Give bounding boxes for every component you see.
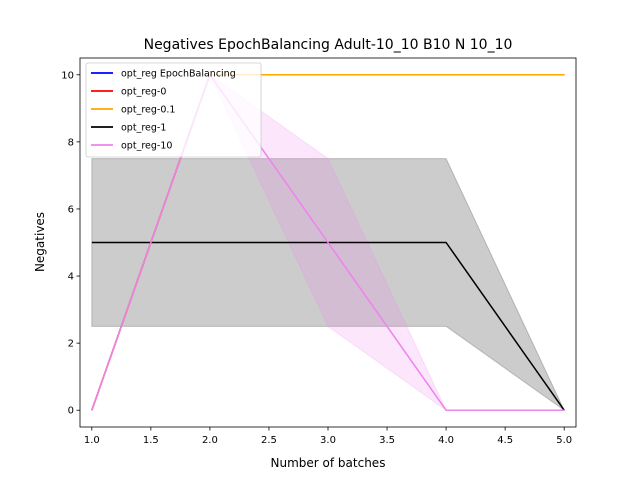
legend-label: opt_reg-1 xyxy=(121,123,166,134)
y-tick-label: 2 xyxy=(68,339,74,350)
series-lines xyxy=(91,74,565,411)
y-tick-label: 10 xyxy=(61,70,74,81)
legend-box xyxy=(85,62,262,158)
x-tick-label: 4.0 xyxy=(438,435,454,446)
x-tick-label: 2.5 xyxy=(261,435,277,446)
x-tick-label: 3.0 xyxy=(320,435,336,446)
x-axis-label: Number of batches xyxy=(271,456,386,470)
legend-label: opt_reg EpochBalancing xyxy=(121,69,236,80)
x-tick-label: 4.5 xyxy=(497,435,513,446)
legend-label: opt_reg-0 xyxy=(121,87,166,98)
x-tick-label: 1.5 xyxy=(143,435,159,446)
legend-label: opt_reg-0.1 xyxy=(121,105,175,116)
axes: 1.0 1.5 2.0 2.5 3.0 3.5 4.0 4.5 5.0 0 2 4 6 8 10 xyxy=(61,57,577,446)
chart-title: Negatives EpochBalancing Adult-10_10 B10… xyxy=(144,37,513,53)
legend: opt_reg EpochBalancing opt_reg-0 opt_reg-0… xyxy=(85,62,262,158)
x-tick-label: 5.0 xyxy=(556,435,572,446)
y-tick-label: 4 xyxy=(68,272,74,283)
legend-label: opt_reg-10 xyxy=(121,141,172,152)
y-axis-label: Negatives xyxy=(33,212,47,272)
y-tick-label: 0 xyxy=(68,406,74,417)
y-tick-label: 8 xyxy=(68,137,74,148)
x-tick-label: 2.0 xyxy=(202,435,218,446)
y-tick-label: 6 xyxy=(68,204,74,215)
x-tick-label: 1.0 xyxy=(84,435,100,446)
series-line-4 xyxy=(91,74,565,411)
x-tick-label: 3.5 xyxy=(379,435,395,446)
